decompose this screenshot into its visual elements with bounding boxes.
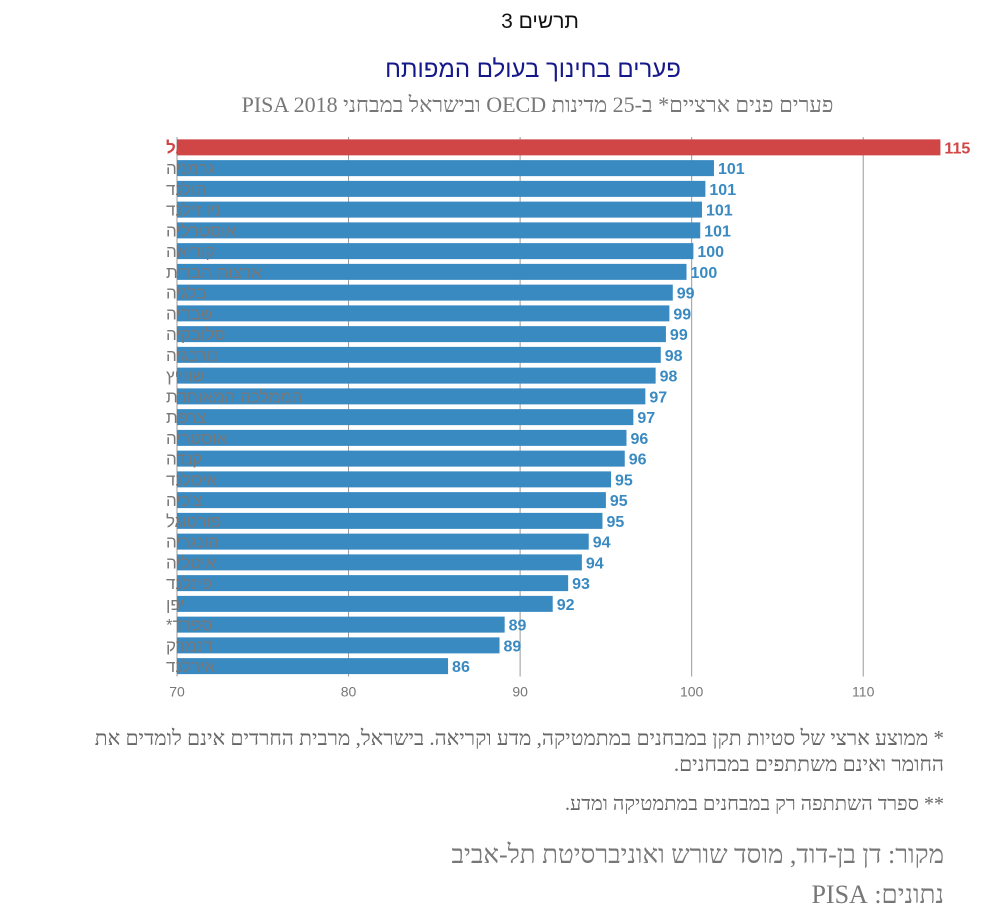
category-label: קנדה (166, 450, 202, 469)
category-label: צ'כיה (166, 491, 202, 510)
bar (177, 222, 701, 239)
value-label: 95 (606, 514, 624, 531)
category-label: אוסטרליה (166, 221, 237, 240)
bar (177, 554, 582, 571)
chart-title: פערים בחינוך בעולם המפותח (385, 56, 681, 83)
value-label: 94 (593, 535, 611, 552)
category-label: שבדיה (166, 304, 213, 323)
category-label: בלגיה (166, 284, 207, 303)
bar (177, 637, 500, 654)
category-label: אוסטריה (166, 429, 228, 448)
category-label: איטליה (166, 553, 216, 572)
bar (177, 388, 646, 405)
bar (177, 658, 449, 675)
bar (177, 616, 505, 633)
value-label: 101 (706, 203, 733, 220)
value-label: 95 (615, 472, 633, 489)
value-label: 95 (610, 493, 628, 510)
value-label: 94 (586, 555, 604, 572)
x-tick-label: 110 (852, 684, 875, 700)
value-label: 98 (660, 369, 678, 386)
category-label: הולנד (166, 180, 206, 199)
x-tick-label: 100 (680, 684, 704, 700)
category-label: איסלנד (166, 470, 217, 489)
source-line: מקור: דן בן-דוד, מוסד שורש ואוניברסיטת ת… (451, 840, 945, 869)
value-label: 89 (509, 618, 527, 635)
value-label: 100 (697, 244, 724, 261)
bar (177, 595, 553, 612)
value-labels: 115 101 101 101 101 100 100 99 99 99 98 98 97 97 96 96 9… (452, 140, 970, 676)
category-label: דנמרק (166, 636, 213, 655)
bar (177, 512, 603, 529)
bar (177, 201, 702, 218)
category-label: ניו זילנד (166, 201, 221, 220)
value-label: 99 (673, 306, 691, 323)
bar (177, 575, 569, 592)
bars (177, 139, 941, 675)
value-label: 97 (649, 389, 667, 406)
bar (177, 263, 687, 280)
category-label: ספרד* (166, 616, 212, 635)
value-label: 92 (557, 597, 575, 614)
bar (177, 409, 634, 426)
data-source-line: נתונים: PISA (811, 880, 944, 909)
category-label: קוריאה (166, 242, 215, 261)
value-label: 93 (572, 576, 590, 593)
value-label: 98 (665, 348, 683, 365)
category-label: צרפת (166, 408, 206, 427)
footnote-1: * ממוצע ארצי של סטיות תקן במבחנים במתמטי… (94, 726, 944, 776)
bar (177, 180, 706, 197)
value-label: 86 (452, 659, 470, 676)
value-label: 99 (670, 327, 688, 344)
bar (177, 305, 670, 322)
bar (177, 326, 666, 343)
category-label: הממלכה המאוחדת (166, 387, 302, 406)
bar (177, 471, 612, 488)
category-label: ישראל (166, 138, 216, 157)
value-label: 101 (704, 223, 731, 240)
value-label: 89 (504, 638, 522, 655)
value-label: 97 (637, 410, 655, 427)
category-label: ארצות הברית (166, 263, 262, 282)
bar (177, 160, 714, 177)
category-label: סלובקיה (166, 325, 225, 344)
value-label: 96 (630, 431, 648, 448)
x-tick-label: 80 (341, 684, 357, 700)
x-axis-ticks: 70 80 90 100 110 (169, 684, 874, 700)
bar (177, 367, 656, 384)
category-label: פינלנד (166, 574, 212, 593)
x-tick-label: 70 (169, 684, 185, 700)
value-label: 115 (944, 140, 970, 157)
bar (177, 346, 661, 363)
chart-subtitle: פערים פנים ארציים* ב-25 מדינות OECD וביש… (241, 92, 834, 117)
value-label: 96 (629, 452, 647, 469)
category-label: יפן (166, 595, 185, 614)
bar (177, 492, 606, 509)
category-label: הונגריה (166, 533, 219, 552)
bar (177, 243, 694, 260)
bar (177, 450, 625, 467)
category-label: גרמניה (166, 159, 215, 178)
category-label: פורטוגל (166, 512, 221, 531)
category-label: שווייץ (166, 367, 205, 386)
bar (177, 284, 673, 301)
bar (177, 429, 627, 446)
x-tick-label: 90 (512, 684, 528, 700)
grid-lines (176, 137, 864, 677)
bar (177, 533, 589, 550)
bar-highlight (177, 139, 941, 156)
category-label: נורבגיה (166, 346, 218, 365)
value-label: 101 (718, 161, 745, 178)
footnote-2: ** ספרד השתתפה רק במבחנים במתמטיקה ומדע. (564, 793, 944, 815)
category-label: אירלנד (166, 657, 216, 676)
value-label: 101 (709, 182, 736, 199)
value-label: 99 (677, 286, 695, 303)
figure-label: תרשים 3 (501, 10, 579, 33)
value-label: 100 (691, 265, 718, 282)
